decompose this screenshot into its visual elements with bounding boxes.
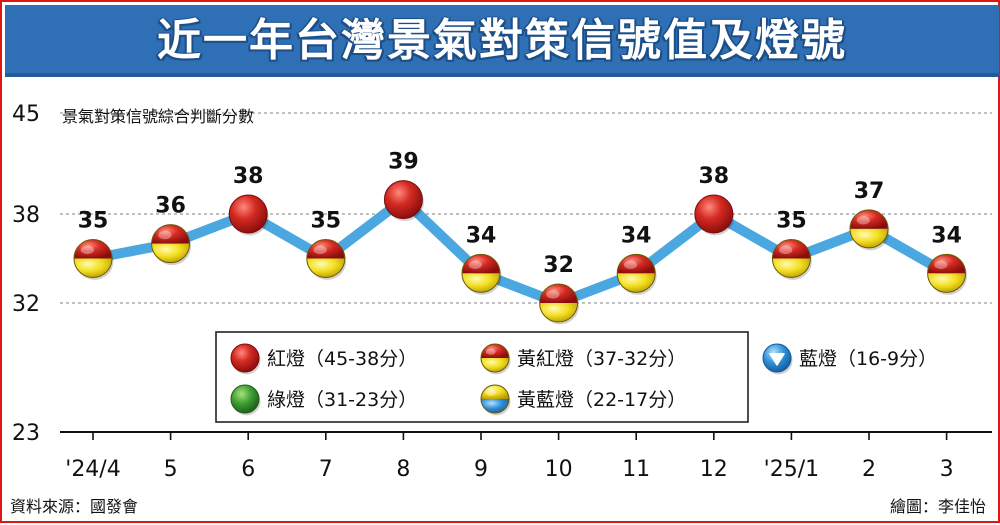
title-bar: 近一年台灣景氣對策信號值及燈號 xyxy=(5,5,999,77)
x-tick-label: 3 xyxy=(940,457,954,482)
gridlines xyxy=(60,112,992,433)
signal-marker xyxy=(151,224,192,266)
legend-label: 黃紅燈（37-32分） xyxy=(517,348,686,370)
data-label: 35 xyxy=(78,209,109,234)
signal-marker xyxy=(73,239,114,280)
signal-marker xyxy=(539,283,580,325)
legend: 紅燈（45-38分） 黃紅燈（37-32分） 藍燈（16-9分） 綠燈（31-23分）… xyxy=(215,331,937,423)
x-tick-label: 10 xyxy=(545,457,573,482)
data-label: 37 xyxy=(854,179,885,204)
signal-marker xyxy=(461,253,502,295)
legend-item: 藍燈（16-9分） xyxy=(762,343,937,375)
legend-label: 黃藍燈（22-17分） xyxy=(517,389,686,411)
legend-item: 黃藍燈（22-17分） xyxy=(480,384,686,416)
legend-label: 紅燈（45-38分） xyxy=(267,348,417,370)
signal-marker xyxy=(616,253,657,295)
series-line xyxy=(88,194,952,308)
legend-label: 綠燈（31-23分） xyxy=(267,389,417,411)
y-axis-title: 景氣對策信號綜合判斷分數 xyxy=(62,107,254,126)
data-label: 36 xyxy=(155,194,186,219)
x-tick-label: 7 xyxy=(319,457,333,482)
data-label: 39 xyxy=(388,150,419,175)
data-label: 35 xyxy=(310,209,341,234)
data-label: 34 xyxy=(931,223,962,248)
legend-swatch-icon xyxy=(230,343,261,375)
data-label: 38 xyxy=(233,164,264,189)
data-label: 35 xyxy=(776,209,807,234)
chart-title: 近一年台灣景氣對策信號值及燈號 xyxy=(157,15,847,66)
x-tick-label: '25/1 xyxy=(764,457,819,482)
legend-item: 紅燈（45-38分） xyxy=(230,343,417,375)
x-tick-label: 6 xyxy=(241,457,255,482)
y-tick-label: 45 xyxy=(12,102,40,127)
x-tick-label: 9 xyxy=(474,457,488,482)
source-note: 資料來源：國發會 xyxy=(10,497,139,516)
axes: 23 32 38 45 xyxy=(12,102,948,446)
legend-swatch-icon xyxy=(762,343,793,375)
series-polyline xyxy=(88,194,952,308)
legend-box xyxy=(215,331,749,423)
signal-marker xyxy=(383,180,424,222)
y-tick-label: 23 xyxy=(12,421,40,446)
credit-note: 繪圖：李佳怡 xyxy=(889,497,986,516)
data-labels: 35 36 38 35 39 34 32 34 38 35 37 34 xyxy=(78,150,962,278)
legend-swatch-icon xyxy=(480,384,511,416)
x-tick-label: 12 xyxy=(700,457,728,482)
signal-marker xyxy=(849,209,890,251)
signal-marker xyxy=(927,253,968,295)
x-tick-label: 2 xyxy=(862,457,876,482)
x-tick-label: 8 xyxy=(396,457,410,482)
data-label: 38 xyxy=(698,164,729,189)
legend-swatch-icon xyxy=(480,343,511,375)
legend-item: 黃紅燈（37-32分） xyxy=(480,343,686,375)
data-label: 32 xyxy=(543,253,574,278)
signal-marker xyxy=(228,194,269,236)
x-tick-label: 5 xyxy=(164,457,178,482)
legend-swatch-icon xyxy=(230,384,261,416)
x-tick-label: '24/4 xyxy=(65,457,120,482)
data-label: 34 xyxy=(466,223,497,248)
y-tick-label: 32 xyxy=(12,292,40,317)
y-tick-label: 38 xyxy=(12,203,40,228)
legend-label: 藍燈（16-9分） xyxy=(799,348,937,370)
x-tick-label: 11 xyxy=(622,457,650,482)
signal-marker xyxy=(306,239,347,280)
legend-item: 綠燈（31-23分） xyxy=(230,384,417,416)
signal-marker xyxy=(771,239,812,280)
x-tick-labels: '24/4 5 6 7 8 9 10 11 12 '25/1 2 3 xyxy=(65,457,953,482)
data-label: 34 xyxy=(621,223,652,248)
signal-marker xyxy=(694,194,735,236)
signal-markers xyxy=(73,180,968,325)
